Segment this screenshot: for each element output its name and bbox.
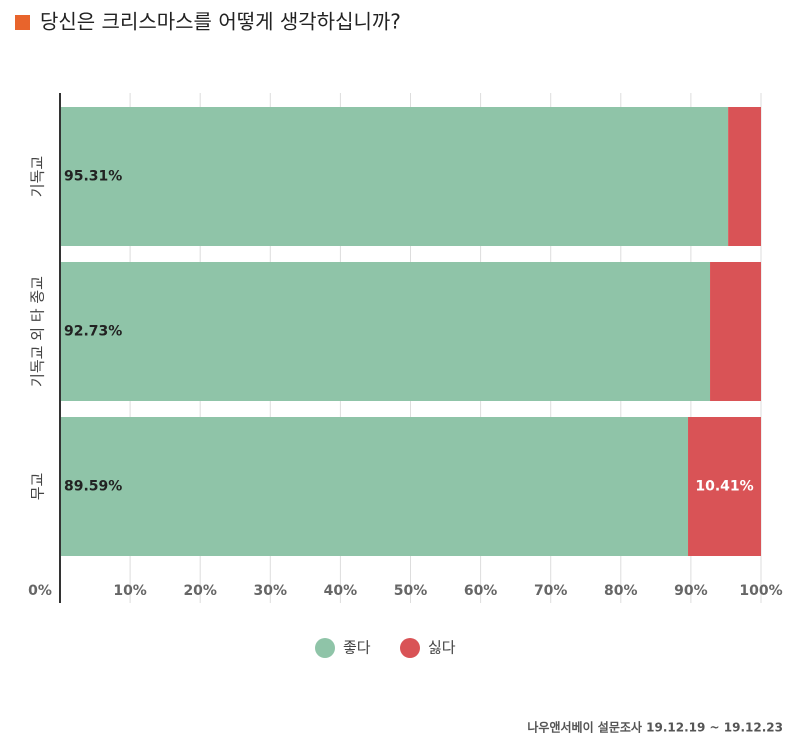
y-tick-label: 기독교 (29, 156, 47, 197)
x-tick-label: 70% (534, 583, 568, 599)
x-tick-label: 50% (394, 583, 428, 599)
legend-marker (400, 638, 420, 658)
bar-segment (60, 417, 689, 556)
data-label: 92.73% (64, 324, 122, 340)
x-tick-label: 80% (604, 583, 638, 599)
y-tick-label: 무교 (29, 473, 47, 501)
x-tick-label: 0% (28, 583, 52, 599)
bar-segment (710, 262, 761, 401)
bar-segment (728, 107, 761, 246)
legend-label: 싫다 (428, 639, 456, 657)
x-tick-label: 60% (464, 583, 498, 599)
bar-segment (60, 262, 711, 401)
source: 나우앤서베이 설문조사 19.12.19 ~ 19.12.23 (527, 720, 783, 735)
chart-title: 당신은 크리스마스를 어떻게 생각하십니까? (40, 10, 401, 34)
data-label: 95.31% (64, 169, 122, 185)
y-tick-label: 기독교 외 타 종교 (29, 276, 47, 387)
x-tick-label: 40% (324, 583, 358, 599)
x-tick-label: 20% (183, 583, 217, 599)
bar-segment (688, 417, 761, 556)
x-tick-label: 100% (739, 583, 782, 599)
legend-marker (315, 638, 335, 658)
bar-segment (60, 107, 729, 246)
title-marker (15, 15, 30, 30)
data-label: 89.59% (64, 479, 122, 495)
data-label: 10.41% (695, 479, 753, 495)
x-tick-label: 10% (113, 583, 147, 599)
legend-label: 좋다 (343, 639, 371, 657)
x-tick-label: 30% (254, 583, 288, 599)
x-tick-label: 90% (674, 583, 708, 599)
